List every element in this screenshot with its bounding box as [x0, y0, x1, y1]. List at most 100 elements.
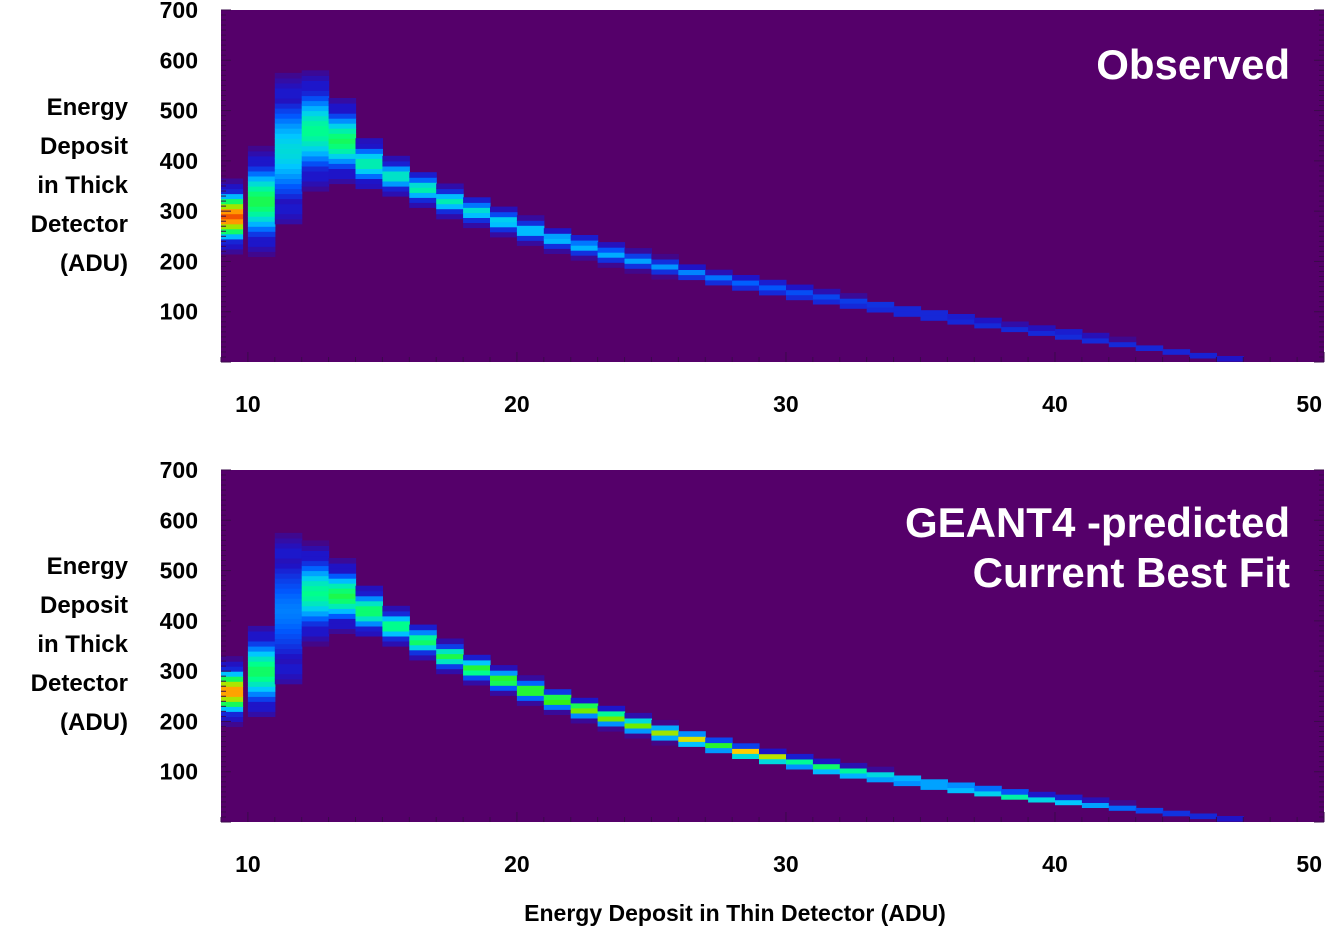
heatmap-cell [247, 676, 276, 682]
heatmap-cell [221, 233, 244, 240]
heatmap-cell [463, 212, 491, 218]
heatmap-cell [974, 322, 1002, 329]
heatmap-cell [543, 699, 572, 705]
heatmap-cell [409, 187, 437, 193]
heatmap-cell [247, 231, 276, 237]
heatmap-cell [221, 208, 244, 215]
heatmap-cell [274, 103, 303, 109]
y-tick-label: 200 [160, 708, 198, 734]
heatmap-cell [274, 537, 303, 544]
y-axis-label: Energy Deposit in Thick Detector (ADU) [30, 553, 128, 736]
heatmap-cell [1081, 337, 1110, 344]
heatmap-cell [247, 211, 276, 217]
heatmap-cell [382, 641, 410, 647]
heatmap-cell [409, 197, 437, 203]
heatmap-cell [274, 568, 303, 574]
heatmap-cell [301, 550, 330, 557]
heatmap-cell [355, 143, 383, 149]
heatmap-cell [759, 289, 787, 296]
heatmap-cell [328, 103, 357, 109]
heatmap-cell [866, 766, 895, 773]
x-tick-label: 30 [773, 851, 799, 877]
heatmap-cell [328, 618, 357, 624]
heatmap-cell [247, 221, 276, 227]
y-tick-label: 400 [160, 148, 198, 174]
heatmap-cell [490, 665, 518, 671]
heatmap-cell [1055, 334, 1083, 340]
heatmap-cell [1162, 349, 1191, 355]
heatmap-cell [463, 217, 491, 223]
heatmap-cell [355, 138, 383, 144]
heatmap-cell [1162, 810, 1191, 817]
heatmap-cell [436, 213, 464, 220]
heatmap-cell [651, 735, 679, 741]
heatmap-cell [274, 208, 303, 215]
heatmap-cell [221, 223, 244, 230]
heatmap-cell [812, 288, 841, 295]
heatmap-cell [463, 654, 491, 661]
heatmap-cell [597, 257, 626, 263]
heatmap-cell [543, 233, 572, 239]
heatmap-cell [409, 629, 437, 636]
heatmap-cell [328, 123, 357, 129]
x-tick-label: 50 [1296, 851, 1322, 877]
heatmap-cell [328, 628, 357, 634]
heatmap-cell [355, 595, 383, 602]
heatmap-cell [705, 269, 733, 276]
heatmap-cell [274, 77, 303, 84]
heatmap-cell [732, 748, 760, 754]
heatmap-cell [221, 188, 244, 195]
heatmap-cell [651, 274, 679, 280]
heatmap-cell [597, 710, 626, 717]
heatmap-cell [436, 198, 464, 205]
heatmap-cell [355, 183, 383, 190]
heatmap-cell [920, 310, 948, 316]
heatmap-cell [247, 206, 276, 212]
heatmap-cell [355, 148, 383, 154]
heatmap-cell [436, 208, 464, 215]
heatmap-cell [1189, 352, 1217, 359]
heatmap-cell [274, 143, 303, 149]
heatmap-cell [301, 560, 330, 567]
heatmap-cell [490, 221, 518, 228]
heatmap-cell [247, 635, 276, 642]
heatmap-cell [301, 85, 330, 91]
heatmap-cell [543, 243, 572, 249]
heatmap-cell [1001, 789, 1029, 795]
heatmap-cell [274, 128, 303, 134]
heatmap-cell [247, 701, 276, 707]
heatmap-cell [221, 656, 244, 662]
heatmap-cell [301, 105, 330, 112]
heatmap-cell [274, 193, 303, 200]
heatmap-cell [301, 80, 330, 86]
heatmap-cell [382, 615, 410, 622]
heatmap-cell [382, 181, 410, 187]
heatmap-cell [893, 311, 922, 317]
heatmap-cell [301, 145, 330, 152]
x-tick-label: 20 [504, 391, 530, 417]
heatmap-cell [1108, 800, 1137, 806]
heatmap-cell [274, 72, 303, 79]
heatmap-cell [409, 192, 437, 198]
heatmap-cell [516, 220, 545, 226]
x-tick-label: 50 [1296, 391, 1322, 417]
heatmap-cell [247, 196, 276, 202]
heatmap-cell [490, 226, 518, 233]
heatmap-cell [490, 675, 518, 681]
heatmap-cell [355, 168, 383, 174]
heatmap-cell [1055, 794, 1083, 801]
heatmap-cell [247, 651, 276, 657]
heatmap-cell [328, 98, 357, 104]
heatmap-cell [301, 110, 330, 117]
heatmap-cell [301, 605, 330, 612]
heatmap-cell [221, 248, 244, 255]
heatmap-cell [328, 588, 357, 594]
heatmap-cell [247, 711, 276, 717]
heatmap-cell [301, 135, 330, 142]
heatmap-cell [893, 780, 922, 787]
heatmap-cell [624, 722, 652, 729]
heatmap-cell [301, 75, 330, 81]
heatmap-cell [705, 274, 733, 281]
heatmap-cell [409, 654, 437, 661]
heatmap-cell [274, 658, 303, 665]
